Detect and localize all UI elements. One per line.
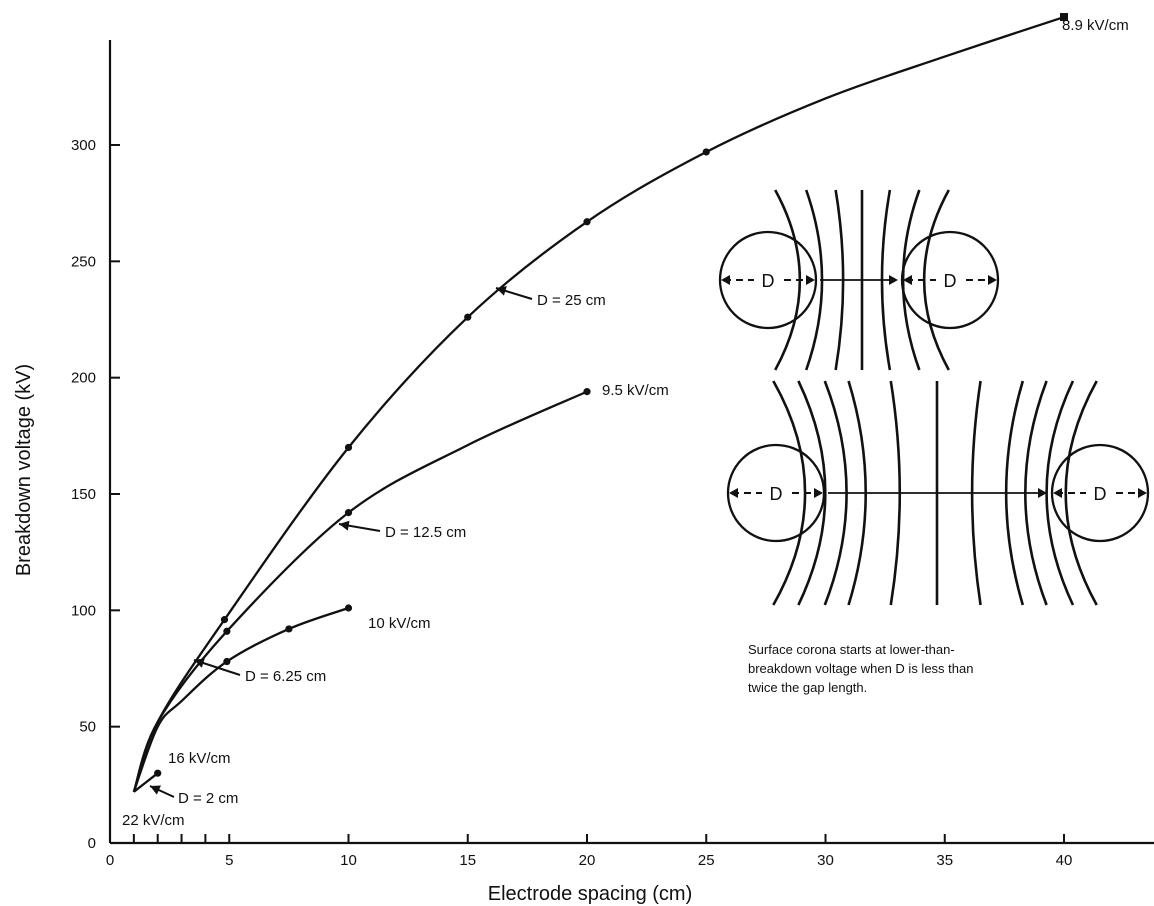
curve-annotations: 8.9 kV/cm D = 25 cm 9.5 kV/cm D = 12.5 cm 10… bbox=[122, 17, 1129, 829]
field-line bbox=[1045, 380, 1075, 606]
label-bg bbox=[1086, 479, 1114, 505]
field-line bbox=[1064, 380, 1098, 606]
field-line bbox=[922, 189, 950, 371]
start-field-label: 22 kV/cm bbox=[122, 812, 185, 829]
tick-labels: 0 5 10 15 20 25 30 35 40 0 50 100 150 200 250 300 bbox=[71, 137, 1072, 869]
y-tick-label: 100 bbox=[71, 602, 96, 619]
endpoint-marker bbox=[1060, 13, 1068, 22]
x-tick-label: 35 bbox=[936, 852, 953, 869]
data-point bbox=[223, 657, 231, 666]
data-point bbox=[220, 616, 229, 624]
field-line bbox=[970, 380, 982, 606]
series-curve bbox=[132, 606, 349, 793]
dimension-arrowhead bbox=[889, 275, 898, 285]
label-bg bbox=[936, 266, 964, 292]
field-line bbox=[774, 189, 802, 371]
leader-arrowhead bbox=[339, 520, 350, 531]
field-line bbox=[772, 380, 807, 606]
x-tick-label: 0 bbox=[106, 852, 114, 869]
inset-note-line-2: breakdown voltage when D is less than bbox=[748, 661, 973, 676]
data-point bbox=[285, 625, 293, 633]
sphere-electrode bbox=[718, 230, 818, 330]
sphere-electrode bbox=[1050, 443, 1150, 543]
data-point bbox=[154, 769, 162, 777]
y-tick-label: 300 bbox=[71, 137, 96, 154]
diameter-label: D = 6.25 cm bbox=[245, 668, 326, 685]
y-tick-label: 250 bbox=[71, 253, 96, 270]
x-tick-label: 5 bbox=[225, 852, 233, 869]
x-axis-title: Electrode spacing (cm) bbox=[488, 883, 693, 905]
diameter-label: D = 25 cm bbox=[537, 292, 606, 309]
field-line bbox=[847, 380, 868, 606]
end-field-label: 16 kV/cm bbox=[168, 750, 231, 767]
data-point bbox=[344, 604, 353, 612]
series-points bbox=[154, 13, 1068, 777]
x-tick-label: 15 bbox=[459, 852, 476, 869]
data-point bbox=[344, 509, 353, 517]
electrode-field-inset: D DD D bbox=[718, 189, 1150, 606]
field-line bbox=[834, 189, 845, 371]
label-bg bbox=[762, 479, 790, 505]
series-curve bbox=[132, 15, 1065, 793]
data-point bbox=[702, 148, 710, 156]
data-point bbox=[223, 627, 231, 635]
field-line bbox=[1004, 380, 1025, 606]
end-field-label: 9.5 kV/cm bbox=[602, 382, 669, 399]
y-tick-label: 50 bbox=[79, 719, 96, 736]
x-tick-label: 30 bbox=[817, 852, 834, 869]
dimension-arrowhead bbox=[1038, 488, 1047, 498]
dimension-arrowhead bbox=[729, 488, 738, 498]
tick-marks bbox=[109, 144, 1065, 844]
dimension-arrowhead bbox=[806, 275, 815, 285]
diameter-letter: D bbox=[762, 271, 775, 291]
axes bbox=[108, 40, 1154, 845]
dimension-arrowhead bbox=[1053, 488, 1062, 498]
inset-note-line-3: twice the gap length. bbox=[748, 680, 867, 695]
y-axis-title: Breakdown voltage (kV) bbox=[13, 364, 35, 576]
data-point bbox=[583, 388, 591, 396]
field-line bbox=[797, 380, 827, 606]
dimension-arrowhead bbox=[721, 275, 730, 285]
dimension-arrowhead bbox=[988, 275, 997, 285]
diameter-letter: D bbox=[1094, 484, 1107, 504]
field-line bbox=[889, 380, 902, 606]
diameter-label: D = 12.5 cm bbox=[385, 524, 466, 541]
dimension-arrowhead bbox=[1138, 488, 1147, 498]
series-curve bbox=[132, 390, 588, 793]
x-tick-label: 20 bbox=[579, 852, 596, 869]
inset-note-line-1: Surface corona starts at lower-than- bbox=[748, 642, 955, 657]
x-tick-label: 10 bbox=[340, 852, 357, 869]
dimension-arrowhead bbox=[903, 275, 912, 285]
x-tick-label: 25 bbox=[698, 852, 715, 869]
end-field-label: 8.9 kV/cm bbox=[1062, 17, 1129, 34]
field-line bbox=[1024, 380, 1048, 606]
diameter-label: D = 2 cm bbox=[178, 790, 238, 807]
diameter-letter: D bbox=[944, 271, 957, 291]
leader-arrowhead bbox=[150, 785, 161, 795]
y-tick-label: 0 bbox=[88, 835, 96, 852]
leader-arrowhead bbox=[194, 658, 205, 668]
x-tick-label: 40 bbox=[1056, 852, 1073, 869]
inset-note: Surface corona starts at lower-than- bre… bbox=[748, 642, 973, 695]
label-bg bbox=[754, 266, 782, 292]
field-line bbox=[901, 189, 921, 371]
dimension-arrowhead bbox=[814, 488, 823, 498]
y-tick-label: 150 bbox=[71, 486, 96, 503]
field-line bbox=[823, 380, 848, 606]
leader-arrowhead bbox=[496, 286, 507, 296]
data-point bbox=[464, 313, 472, 321]
field-line bbox=[880, 189, 892, 371]
diameter-letter: D bbox=[770, 484, 783, 504]
field-line bbox=[804, 189, 824, 371]
data-point bbox=[344, 443, 353, 452]
end-field-label: 10 kV/cm bbox=[368, 615, 431, 632]
data-point bbox=[583, 218, 591, 226]
y-tick-label: 200 bbox=[71, 370, 96, 387]
